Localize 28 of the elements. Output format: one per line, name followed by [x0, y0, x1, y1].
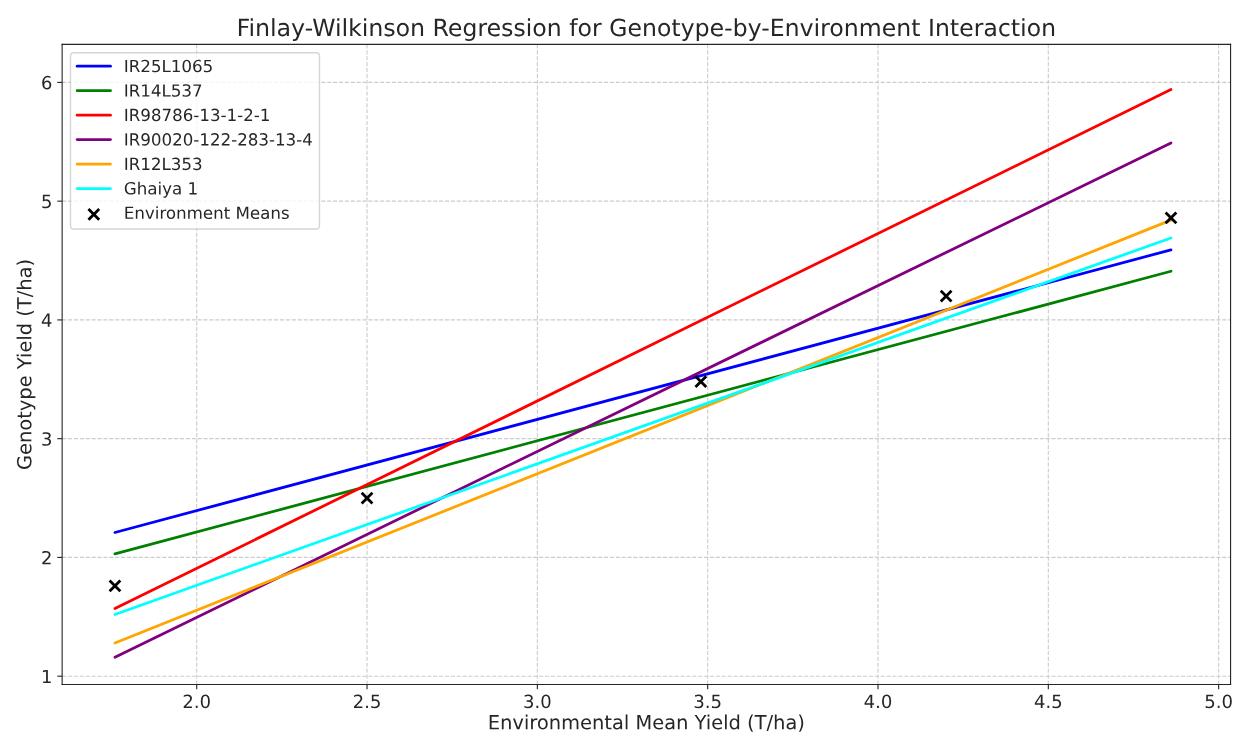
x-tick-label: 5.0: [1205, 694, 1232, 709]
y-tick-label: 6: [42, 75, 52, 90]
y-tick-label: 1: [42, 669, 51, 684]
x-tick-label: 4.5: [1034, 694, 1062, 709]
point: [939, 289, 953, 303]
y-tick-label: 4: [41, 313, 52, 327]
y-tick-label: 5: [42, 194, 51, 209]
legend-label: IR14L537: [125, 84, 202, 97]
legend-label: Environment Means: [125, 206, 289, 220]
x-tick-label: 4.0: [864, 694, 892, 709]
legend-label: IR25L1065: [125, 59, 212, 73]
y-tick-label: 2: [42, 550, 51, 565]
y-axis-title: Genotype Yield (T/ha): [16, 260, 36, 469]
chart-title: Finlay-Wilkinson Regression for Genotype-by-Environment Interaction: [238, 18, 1055, 41]
point: [694, 374, 708, 389]
point: [360, 491, 374, 505]
x-tick-label: 3.5: [694, 694, 721, 709]
legend-label: IR98786-13-1-2-1: [125, 108, 269, 122]
x-tick-label: 2.5: [354, 694, 380, 709]
x-tick-label: 2.0: [183, 694, 210, 709]
legend-label: IR12L353: [125, 157, 202, 171]
legend-label: IR90020-122-283-13-4: [125, 133, 312, 146]
point: [108, 579, 122, 593]
x-axis-title: Environmental Mean Yield (T/ha): [489, 714, 804, 732]
x-tick-label: 3.0: [524, 694, 551, 709]
legend-label: Ghaiya 1: [124, 181, 197, 198]
y-tick-label: 3: [42, 432, 51, 446]
point: [1164, 211, 1178, 225]
